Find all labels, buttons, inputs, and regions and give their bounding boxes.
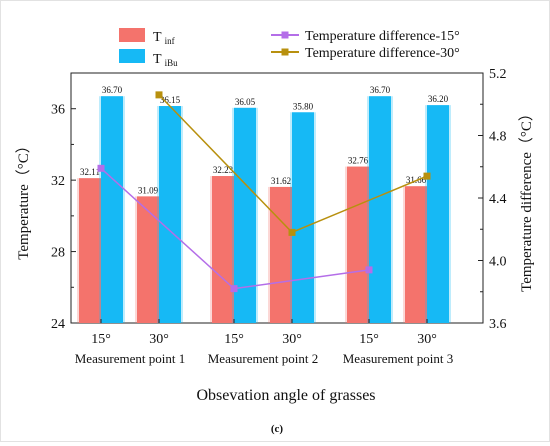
data-label: 36.20 <box>428 94 449 104</box>
tick-label-right: 4.8 <box>489 130 507 145</box>
data-label: 36.70 <box>102 85 123 95</box>
x-tick-label: 30° <box>417 332 437 347</box>
series-marker <box>155 91 163 99</box>
series-marker <box>423 172 431 180</box>
series-marker <box>230 285 238 293</box>
tick-label-left: 24 <box>51 317 65 332</box>
tick-label-right: 4.0 <box>489 255 507 270</box>
data-label: 32.11 <box>80 167 100 177</box>
group-label: Measurement point 1 <box>75 351 185 366</box>
data-label: 36.05 <box>235 97 256 107</box>
bar-tinf <box>270 186 292 323</box>
group-label: Measurement point 2 <box>208 351 318 366</box>
tick-label-right: 3.6 <box>489 317 507 332</box>
x-tick-label: 30° <box>149 332 169 347</box>
y-axis-title-right: Temperature difference（°C） <box>518 106 535 292</box>
data-label: 36.15 <box>160 95 181 105</box>
tick-label-right: 4.4 <box>489 192 507 207</box>
y-axis-title-left: Temperature（°C） <box>15 138 32 260</box>
x-tick-label: 15° <box>224 332 244 347</box>
bar-tibu <box>292 112 314 324</box>
series-marker <box>97 164 105 172</box>
x-tick-label: 15° <box>359 332 379 347</box>
plot-area: 32.1131.0932.2331.6232.7631.6636.7036.15… <box>51 67 507 366</box>
bar-tinf <box>137 196 159 323</box>
data-label: 32.23 <box>213 165 234 175</box>
tick-label-right: 5.2 <box>489 67 507 82</box>
legend-swatch-tinf <box>119 28 145 42</box>
series-marker <box>365 266 373 274</box>
data-label: 31.09 <box>138 185 159 195</box>
bar-tibu <box>369 96 391 323</box>
x-axis-title: Obsevation angle of grasses <box>196 387 375 404</box>
legend-label-diff30: Temperature difference-30° <box>305 46 460 61</box>
bar-tibu <box>159 106 181 324</box>
legend-swatch-tibu <box>119 49 145 63</box>
tick-label-left: 32 <box>51 174 65 189</box>
legend-marker-diff15 <box>281 31 289 39</box>
legend-marker-diff30 <box>281 48 289 56</box>
data-label: 32.76 <box>348 156 369 166</box>
data-label: 36.70 <box>370 85 391 95</box>
bar-tinf <box>79 178 101 323</box>
bar-tibu <box>101 96 123 323</box>
bar-tinf <box>212 176 234 323</box>
tick-label-left: 36 <box>51 103 65 118</box>
data-label: 35.80 <box>293 101 314 111</box>
x-tick-label: 30° <box>282 332 302 347</box>
tick-label-left: 28 <box>51 246 65 261</box>
bar-tinf <box>347 166 369 323</box>
legend-label-diff15: Temperature difference-15° <box>305 29 460 44</box>
bar-tibu <box>234 107 256 323</box>
group-label: Measurement point 3 <box>343 351 453 366</box>
series-marker <box>288 228 296 236</box>
bar-tinf <box>405 186 427 323</box>
x-tick-label: 15° <box>91 332 111 347</box>
figure-caption: (c) <box>271 423 284 435</box>
bar-tibu <box>427 105 449 324</box>
data-label: 31.62 <box>271 176 291 186</box>
